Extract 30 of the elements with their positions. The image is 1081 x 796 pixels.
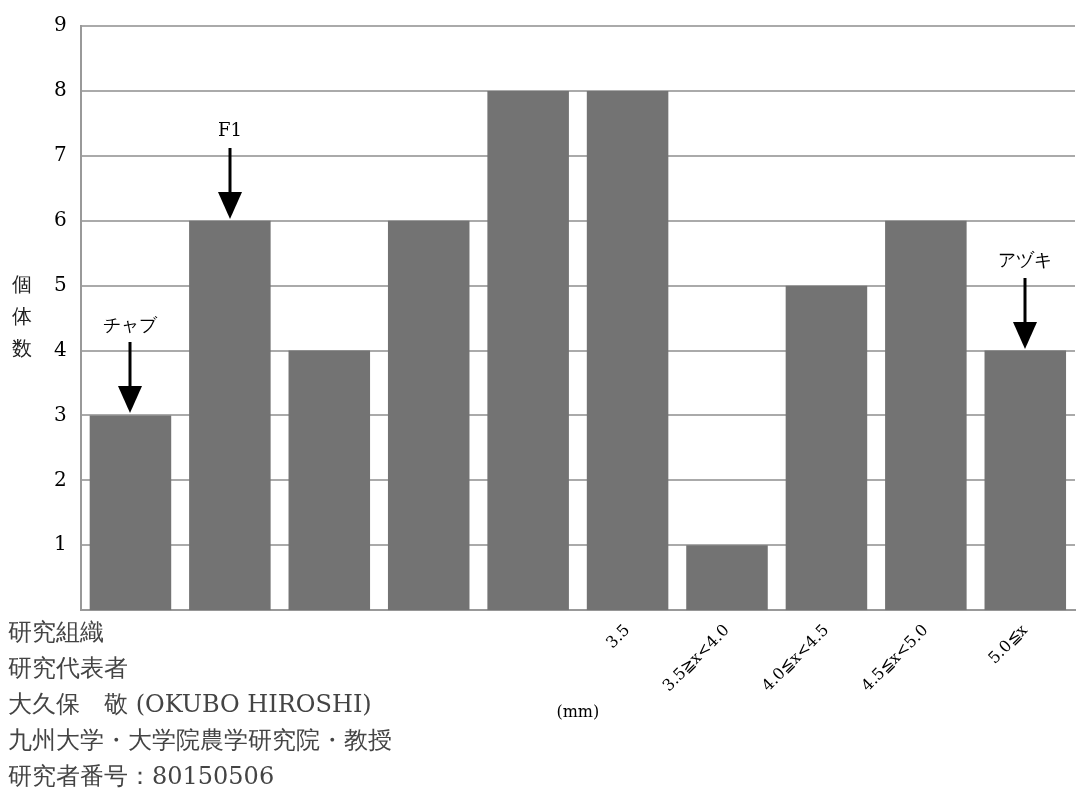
x-tick-label: 3.5 [601, 620, 634, 652]
annotation: アヅキ [998, 249, 1053, 271]
y-tick-label: 5 [53, 271, 67, 296]
bar [885, 220, 967, 611]
text: 研究者番号：80150506 [8, 761, 276, 792]
bar [785, 285, 868, 611]
y-tick-label: 6 [53, 206, 67, 231]
text: 研究組織 [8, 617, 105, 648]
text: 大久保 敬 (OKUBO HIROSHI) [8, 689, 373, 720]
bar [189, 220, 271, 611]
bar [387, 220, 470, 611]
bar [984, 350, 1067, 611]
bar [288, 350, 371, 611]
y-tick-label: 9 [53, 12, 67, 37]
y-tick-label: 1 [53, 531, 67, 556]
y-tick-label: 3 [53, 401, 67, 426]
annotation: チャブ [103, 314, 159, 336]
text: 研究代表者 [8, 653, 129, 684]
x-axis-title: (mm) [556, 701, 600, 721]
bar [586, 90, 669, 611]
y-tick-label: 2 [53, 466, 67, 491]
text: 九州大学・大学院農学研究院・教授 [8, 725, 392, 756]
y-axis-title: 個体数 [12, 272, 32, 361]
annotation: F1 [217, 119, 242, 141]
y-tick-label: 4 [53, 336, 67, 361]
bar [89, 415, 172, 611]
bar [487, 90, 569, 611]
y-tick-label: 7 [53, 142, 67, 167]
y-tick-label: 8 [53, 77, 67, 102]
bar [686, 545, 768, 611]
